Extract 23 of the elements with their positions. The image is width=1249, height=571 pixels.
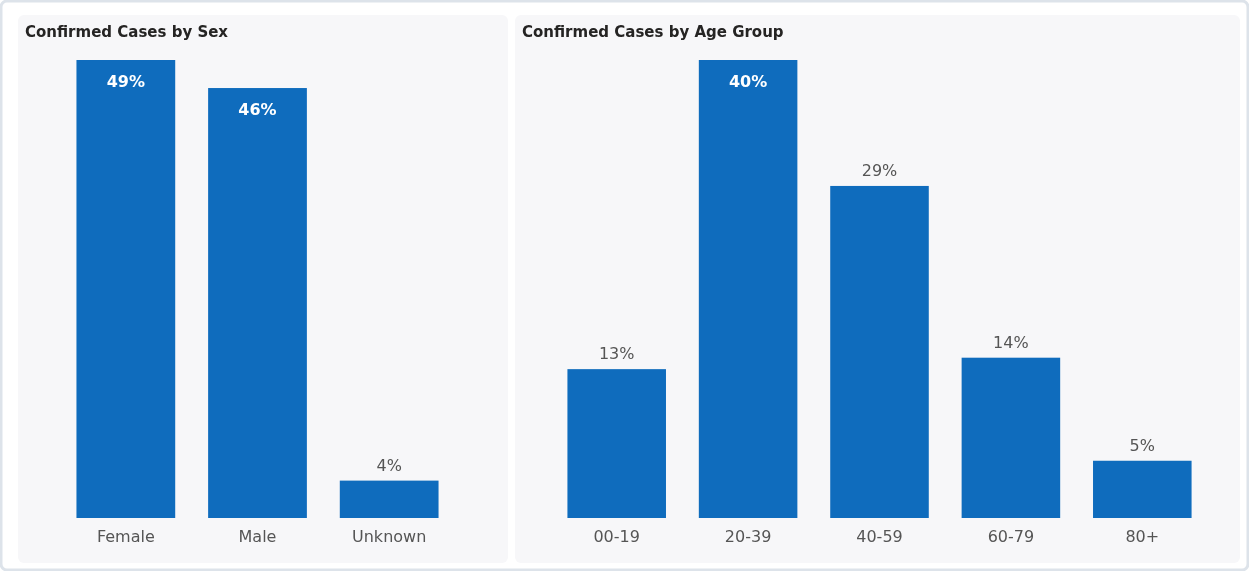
data-label: 46%: [238, 100, 277, 120]
bar: [567, 369, 666, 518]
x-tick-label: 20-39: [724, 527, 772, 546]
bar: [830, 185, 929, 518]
data-label: 40%: [728, 72, 768, 91]
x-tick-label: 40-59: [856, 527, 903, 546]
x-tick-label: 00-19: [593, 527, 640, 546]
bar: [1093, 460, 1192, 518]
x-tick-label: Female: [96, 527, 155, 546]
data-label: 13%: [598, 344, 635, 364]
data-label: 5%: [1129, 435, 1155, 455]
chart-title: Confirmed Cases by Sex: [25, 23, 229, 41]
bar: [698, 60, 798, 518]
x-tick-label: 60-79: [987, 527, 1035, 546]
data-label: 14%: [993, 332, 1029, 352]
x-tick-label: Unknown: [352, 527, 427, 546]
data-label: 49%: [106, 72, 145, 91]
x-tick-label: 80+: [1125, 527, 1160, 546]
x-tick-label: Male: [238, 527, 277, 546]
chart-title: Confirmed Cases by Age Group: [522, 23, 784, 41]
data-label: 29%: [861, 160, 898, 180]
data-label: 4%: [376, 455, 402, 475]
bar: [961, 357, 1061, 518]
